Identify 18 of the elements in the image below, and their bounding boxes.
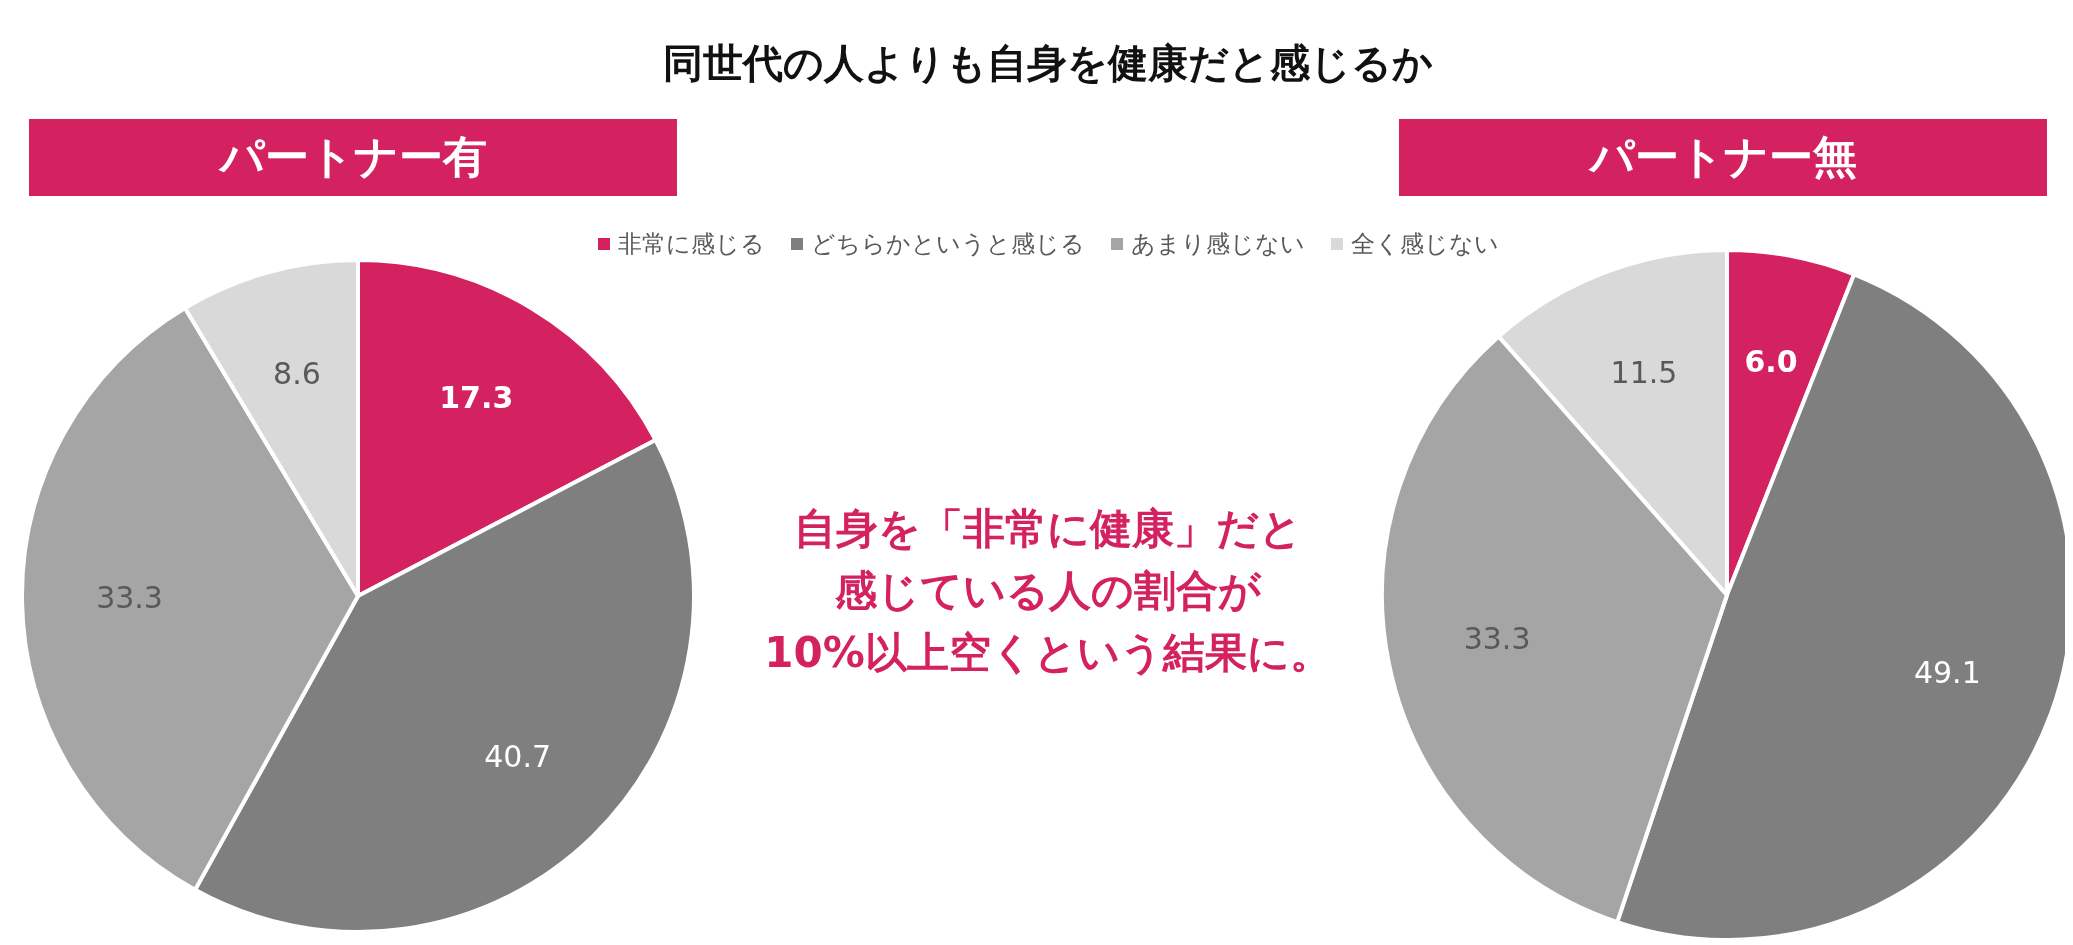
text: 同世代の人よりも自身を健康だと感じるか [662,39,1434,88]
legend-label: どちらかというと感じる [810,229,1085,260]
legend-label: 非常に感じる [617,229,765,260]
text: 10%以上空くという結果に。 [763,627,1333,679]
data-label: 11.5 [1610,355,1678,391]
legend-label: 全く感じない [1350,229,1499,260]
data-label: 17.3 [439,380,514,416]
data-label: 8.6 [273,355,321,391]
legend-label: あまり感じない [1130,229,1305,260]
data-label: 49.1 [1913,655,1981,691]
data-label: 6.0 [1744,344,1798,380]
text: 感じている人の割合が [834,565,1263,617]
chart-title: パートナー無 [1399,119,2047,196]
data-label: 40.7 [484,739,552,775]
chart-title: パートナー有 [29,119,677,196]
data-label: 33.3 [1463,621,1531,657]
text: 自身を「非常に健康」だと [793,503,1303,555]
data-label: 33.3 [96,579,163,615]
